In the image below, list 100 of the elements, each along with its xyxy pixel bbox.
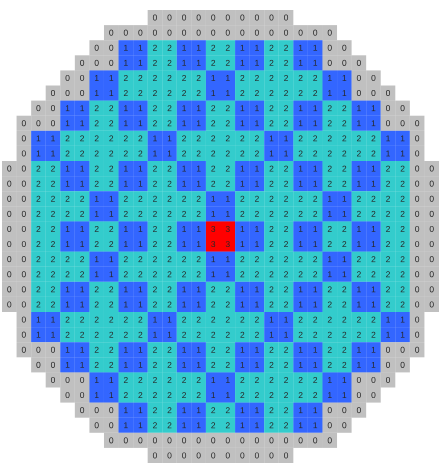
data-label: 1	[372, 166, 376, 172]
data-label: 2	[284, 241, 288, 248]
data-label: 0	[400, 346, 405, 353]
data-label: 1	[80, 120, 84, 126]
data-label: 2	[226, 105, 230, 112]
data-label: 0	[240, 437, 244, 444]
data-label: 1	[357, 166, 361, 172]
data-label: 1	[182, 362, 186, 368]
data-label: 2	[386, 286, 390, 292]
data-label: 1	[153, 332, 157, 338]
data-label: 2	[36, 196, 40, 202]
data-label: 1	[138, 60, 142, 66]
data-label: 2	[270, 422, 274, 428]
data-label: 1	[255, 422, 259, 428]
data-label: 2	[284, 44, 288, 51]
data-label: 2	[226, 135, 230, 142]
data-label: 0	[152, 14, 157, 21]
data-label: 2	[138, 256, 142, 262]
data-label: 2	[211, 150, 216, 156]
data-label: 1	[386, 332, 390, 338]
data-label: 0	[430, 271, 434, 278]
data-label: 0	[50, 120, 56, 126]
data-label: 0	[342, 60, 346, 66]
data-label: 1	[255, 60, 259, 66]
data-label: 2	[342, 302, 346, 308]
data-label: 2	[124, 256, 128, 262]
data-label: 3	[211, 226, 216, 232]
data-label: 1	[313, 422, 318, 428]
data-label: 1	[313, 346, 318, 353]
data-label: 1	[298, 286, 303, 292]
data-label: 1	[196, 120, 201, 126]
data-label: 2	[36, 271, 40, 278]
data-label: 0	[152, 452, 157, 458]
data-label: 1	[182, 60, 186, 66]
data-label: 1	[138, 407, 142, 414]
data-label: 2	[270, 377, 274, 383]
data-label: 1	[284, 332, 288, 338]
data-label: 2	[342, 135, 346, 142]
data-label: 2	[313, 196, 318, 202]
data-label: 1	[196, 44, 201, 51]
data-label: 1	[372, 362, 376, 368]
data-label: 2	[196, 377, 201, 383]
data-label: 1	[94, 75, 99, 81]
data-label: 2	[94, 241, 99, 248]
data-label: 2	[153, 302, 157, 308]
data-label: 2	[386, 196, 390, 202]
data-label: 1	[255, 346, 259, 353]
data-label: 2	[270, 210, 274, 217]
data-label: 2	[80, 196, 84, 202]
data-label: 2	[240, 196, 244, 202]
data-label: 1	[255, 302, 259, 308]
data-label: 1	[212, 377, 216, 383]
data-label: 2	[270, 90, 274, 96]
data-label: 2	[356, 332, 361, 338]
data-label: 2	[298, 90, 303, 96]
data-label: 1	[240, 346, 244, 353]
data-label: 0	[196, 14, 201, 21]
data-label: 2	[356, 256, 361, 262]
data-label: 0	[7, 210, 12, 217]
data-label: 1	[226, 271, 230, 278]
data-label: 0	[7, 226, 12, 232]
data-label: 0	[400, 120, 405, 126]
data-label: 2	[386, 271, 390, 278]
data-label: 1	[342, 90, 346, 96]
data-label: 2	[51, 302, 55, 308]
data-label: 1	[313, 407, 318, 414]
data-label: 2	[211, 44, 216, 51]
data-label: 2	[284, 166, 288, 172]
data-label: 2	[153, 407, 157, 414]
data-label: 0	[254, 30, 259, 36]
data-label: 1	[196, 105, 201, 112]
data-label: 0	[7, 196, 12, 202]
data-label: 1	[240, 44, 244, 51]
data-label: 0	[22, 301, 26, 308]
data-label: 2	[51, 241, 55, 248]
data-label: 0	[400, 105, 405, 112]
data-label: 2	[94, 135, 99, 142]
data-label: 2	[211, 180, 216, 187]
data-label: 1	[138, 105, 142, 112]
data-label: 0	[80, 407, 84, 414]
data-label: 2	[153, 75, 157, 81]
data-label: 1	[66, 346, 70, 353]
data-label: 1	[313, 105, 318, 112]
data-label: 0	[371, 376, 376, 383]
data-label: 2	[342, 362, 346, 368]
data-label: 1	[138, 166, 142, 172]
data-label: 0	[328, 407, 332, 414]
data-label: 0	[94, 422, 99, 428]
data-label: 1	[328, 377, 332, 383]
data-label: 2	[226, 120, 230, 126]
data-label: 0	[386, 376, 390, 383]
data-label: 1	[80, 286, 84, 292]
data-label: 1	[124, 286, 128, 292]
data-label: 0	[138, 30, 142, 36]
data-label: 2	[94, 286, 99, 292]
data-label: 1	[212, 271, 216, 278]
data-label: 2	[226, 44, 230, 51]
data-label: 0	[124, 30, 128, 36]
data-label: 2	[298, 196, 303, 202]
data-label: 1	[212, 210, 216, 217]
